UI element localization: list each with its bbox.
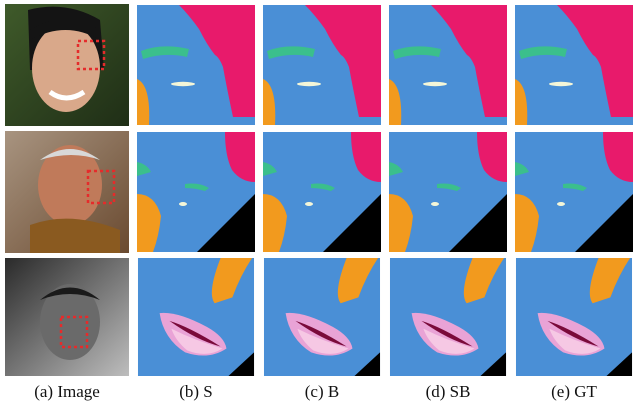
caption: (c) B: [305, 382, 339, 401]
seg-s-3: [138, 258, 254, 376]
seg-sb-3: [390, 258, 506, 376]
seg-s-1: [137, 5, 255, 125]
caption: (d) SB: [426, 382, 471, 401]
seg-b-2: [263, 132, 381, 252]
seg-b-3: [264, 258, 380, 376]
photo-2: [5, 131, 129, 253]
photo-1: [5, 4, 129, 126]
seg-sb-2: [389, 132, 507, 252]
seg-gt-3: [516, 258, 632, 376]
figure: (a) Image (b) S (c) B (d) SB (e) GT: [0, 0, 644, 408]
caption: (e) GT: [551, 382, 597, 401]
photo-3: [5, 258, 129, 376]
page: (a) Image (b) S (c) B (d) SB (e) GT (() …: [0, 0, 644, 413]
caption: (a) Image: [34, 382, 100, 401]
seg-b-1: [263, 5, 381, 125]
seg-s-2: [137, 132, 255, 252]
seg-sb-1: [389, 5, 507, 125]
seg-gt-2: [515, 132, 633, 252]
segmentation-grid: [137, 5, 633, 376]
seg-gt-1: [515, 5, 633, 125]
caption: (b) S: [179, 382, 213, 401]
